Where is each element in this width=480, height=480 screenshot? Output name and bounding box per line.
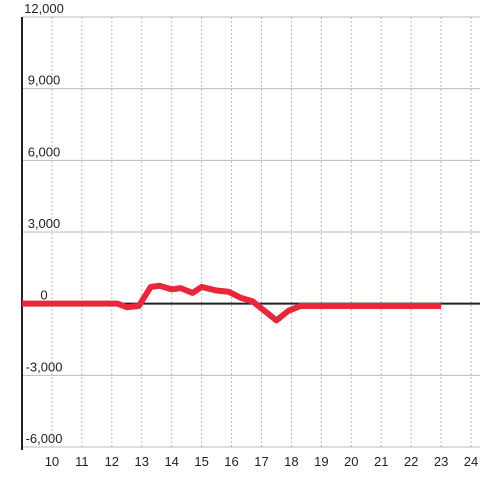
x-tick-label: 20 <box>344 454 358 469</box>
x-tick-label: 17 <box>254 454 268 469</box>
y-tick-label: -6,000 <box>26 431 63 446</box>
y-tick-label: 6,000 <box>28 144 61 159</box>
y-tick-label: 3,000 <box>28 216 61 231</box>
x-tick-label: 11 <box>75 454 89 469</box>
y-tick-label: 0 <box>40 288 47 303</box>
x-tick-label: 18 <box>284 454 298 469</box>
x-tick-label: 22 <box>404 454 418 469</box>
x-tick-label: 19 <box>314 454 328 469</box>
y-tick-label: -3,000 <box>26 359 63 374</box>
x-tick-label: 15 <box>194 454 208 469</box>
x-tick-label: 10 <box>45 454 59 469</box>
x-tick-label: 21 <box>374 454 388 469</box>
x-tick-label: 16 <box>224 454 238 469</box>
y-tick-label: 12,000 <box>24 1 64 16</box>
y-tick-label: 9,000 <box>28 73 61 88</box>
x-tick-label: 24 <box>464 454 478 469</box>
x-tick-label: 13 <box>135 454 149 469</box>
data-line <box>22 282 442 324</box>
x-tick-label: 14 <box>164 454 178 469</box>
x-tick-label: 23 <box>434 454 448 469</box>
x-tick-label: 12 <box>105 454 119 469</box>
